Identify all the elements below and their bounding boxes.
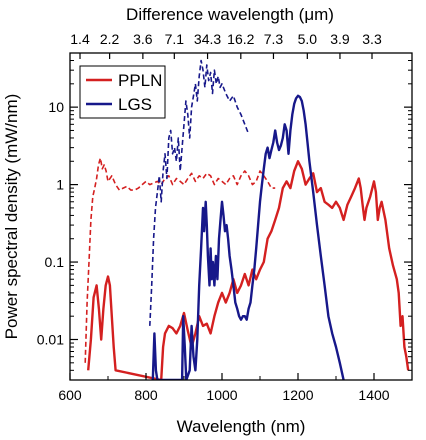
series-line-ppln-dashed <box>84 157 276 363</box>
x-axis-title: Wavelength (nm) <box>177 417 306 436</box>
top-axis-title: Difference wavelength (μm) <box>126 5 334 24</box>
top-tick-label: 7.3 <box>264 31 284 47</box>
y-tick-label: 1 <box>56 177 64 193</box>
legend-label-lgs: LGS <box>118 95 152 114</box>
x-tick-label: 600 <box>58 387 82 403</box>
top-tick-label: 3.6 <box>133 31 153 47</box>
top-tick-label: 5.0 <box>298 31 318 47</box>
top-tick-label: 16.2 <box>227 31 254 47</box>
x-tick-label: 1200 <box>282 387 313 403</box>
y-tick-label: 0.01 <box>37 332 64 348</box>
series-layer <box>84 59 410 380</box>
x-tick-label: 1000 <box>206 387 237 403</box>
top-tick-label: 2.2 <box>100 31 120 47</box>
x-tick-label: 1400 <box>358 387 389 403</box>
top-tick-label: 7.1 <box>165 31 185 47</box>
series-line-ppln <box>87 160 410 380</box>
top-tick-label: 34.3 <box>194 31 221 47</box>
y-tick-label: 10 <box>48 99 64 115</box>
top-tick-label: 3.9 <box>330 31 350 47</box>
legend-label-ppln: PPLN <box>118 71 162 90</box>
legend-box <box>79 65 166 119</box>
series-line-lgs-dashed <box>149 59 250 326</box>
y-axis-title: Power spectral density (mW/nm) <box>2 94 21 340</box>
x-tick-label: 800 <box>134 387 158 403</box>
top-tick-label: 3.3 <box>362 31 382 47</box>
top-tick-label: 1.4 <box>70 31 90 47</box>
axes-layer: 600 800 1000 1200 1400 1.4 2.2 3.6 7.1 34.3 16.2 7.… <box>37 31 412 403</box>
y-tick-label: 0.1 <box>45 254 65 270</box>
series-line-lgs <box>151 94 345 380</box>
legend: PPLN LGS <box>79 65 166 119</box>
